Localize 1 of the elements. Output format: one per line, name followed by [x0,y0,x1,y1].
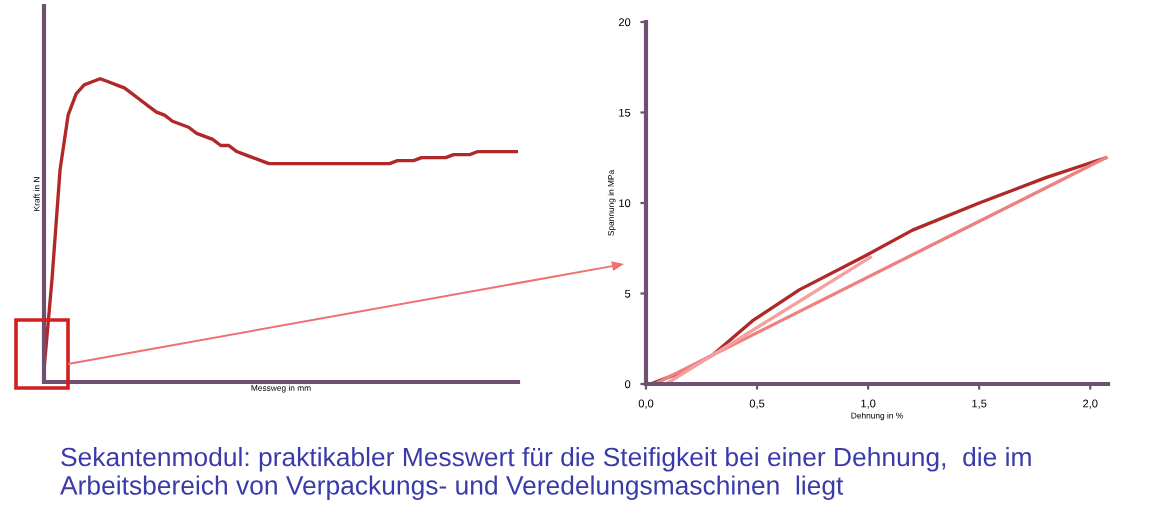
text: Sekantenmodul: praktikabler Messwert für die Steifigkeit bei einer Dehnung, die im Arbeitsbereich von Verpackungs- und Veredelungsmaschinen liegt [60,446,1031,500]
